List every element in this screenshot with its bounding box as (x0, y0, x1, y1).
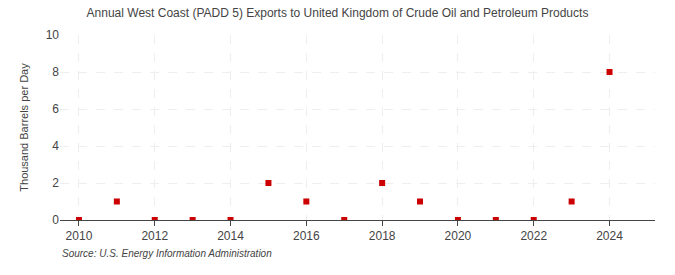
svg-text:2010: 2010 (66, 229, 93, 243)
svg-text:2016: 2016 (293, 229, 320, 243)
svg-text:10: 10 (46, 28, 60, 42)
svg-text:2012: 2012 (141, 229, 168, 243)
svg-text:2014: 2014 (217, 229, 244, 243)
svg-text:0: 0 (52, 213, 59, 227)
svg-text:Source: U.S. Energy Informatio: Source: U.S. Energy Information Administ… (62, 248, 272, 259)
svg-text:Thousand Barrels per Day: Thousand Barrels per Day (18, 63, 30, 192)
svg-text:Annual West Coast (PADD 5) Exp: Annual West Coast (PADD 5) Exports to Un… (87, 6, 589, 20)
svg-text:2020: 2020 (445, 229, 472, 243)
svg-text:4: 4 (52, 139, 59, 153)
svg-text:8: 8 (52, 65, 59, 79)
svg-text:2022: 2022 (520, 229, 547, 243)
svg-text:6: 6 (52, 102, 59, 116)
svg-text:2024: 2024 (596, 229, 623, 243)
svg-text:2: 2 (52, 176, 59, 190)
svg-text:2018: 2018 (369, 229, 396, 243)
